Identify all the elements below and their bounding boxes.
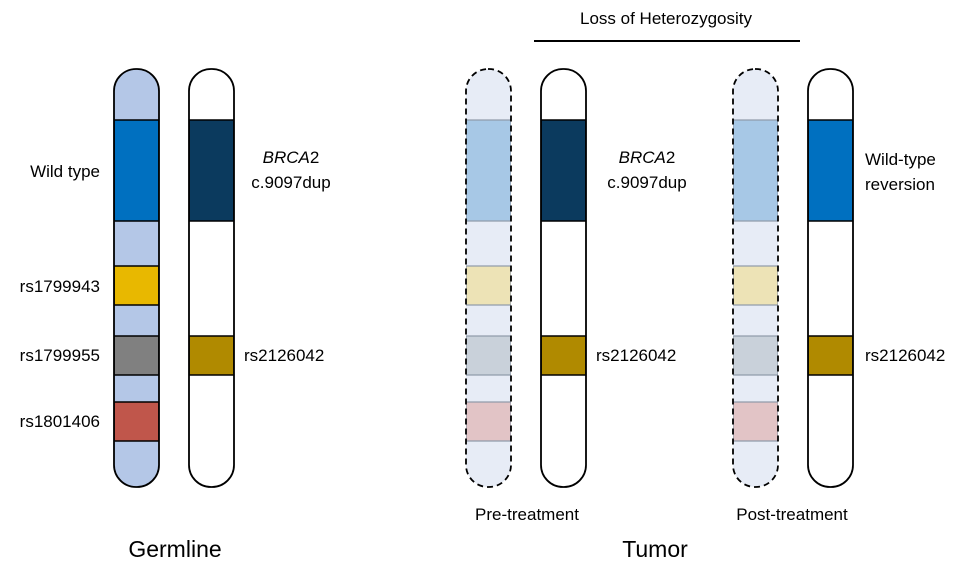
label-germline-mutation: c.9097dup — [251, 173, 330, 192]
band-rs2126042 — [541, 335, 586, 376]
band-rs1801406-faded — [733, 401, 778, 442]
germline-wildtype-chromosome — [113, 68, 160, 488]
label-reversion-line2: reversion — [865, 175, 935, 194]
germline-mutant-chromosome — [188, 68, 235, 488]
band-wild-type-brca2-faded — [733, 119, 778, 222]
gene-name-italic: BRCA — [263, 148, 310, 167]
band-brca2-mutation — [541, 119, 586, 222]
band-rs1801406 — [114, 401, 159, 442]
band-rs1799955 — [114, 335, 159, 376]
band-rs1799955-faded — [733, 335, 778, 376]
chromosome-outline — [113, 68, 160, 488]
chromosome-outline-dashed — [732, 68, 779, 488]
band-rs1799943-faded — [466, 265, 511, 306]
band-rs1799943 — [114, 265, 159, 306]
band-rs1799955-faded — [466, 335, 511, 376]
tumor-pre-mutant-chromosome — [540, 68, 587, 488]
caption-pre-treatment: Pre-treatment — [475, 505, 579, 524]
label-wild-type: Wild type — [30, 162, 100, 181]
chromosome-outline — [188, 68, 235, 488]
tumor-post-reverted-chromosome — [807, 68, 854, 488]
gene-suffix: 2 — [666, 148, 675, 167]
band-rs2126042 — [189, 335, 234, 376]
label-rs1799943: rs1799943 — [20, 277, 100, 296]
chromosome-outline — [807, 68, 854, 488]
tumor-pre-lost-chromosome — [465, 68, 512, 488]
band-wild-type-brca2 — [114, 119, 159, 222]
band-rs1799943-faded — [733, 265, 778, 306]
caption-germline: Germline — [128, 536, 221, 562]
label-pre-rs2126042: rs2126042 — [596, 346, 676, 365]
chromosome-outline — [540, 68, 587, 488]
caption-post-treatment: Post-treatment — [736, 505, 848, 524]
gene-name-italic: BRCA — [619, 148, 666, 167]
label-pre-mutation: c.9097dup — [607, 173, 686, 192]
tumor-post-lost-chromosome — [732, 68, 779, 488]
band-rs1801406-faded — [466, 401, 511, 442]
band-wild-type-brca2-faded — [466, 119, 511, 222]
band-brca2-mutation — [189, 119, 234, 222]
label-germline-gene: BRCA2 — [263, 148, 320, 167]
label-rs1799955: rs1799955 — [20, 346, 100, 365]
label-pre-gene: BRCA2 — [619, 148, 676, 167]
chromosome-outline-dashed — [465, 68, 512, 488]
band-wild-type-reversion — [808, 119, 853, 222]
label-post-rs2126042: rs2126042 — [865, 346, 945, 365]
caption-tumor: Tumor — [622, 536, 688, 562]
label-germline-rs2126042: rs2126042 — [244, 346, 324, 365]
band-rs2126042 — [808, 335, 853, 376]
label-rs1801406: rs1801406 — [20, 412, 100, 431]
loh-label: Loss of Heterozygosity — [580, 9, 752, 28]
gene-suffix: 2 — [310, 148, 319, 167]
label-reversion-line1: Wild-type — [865, 150, 936, 169]
